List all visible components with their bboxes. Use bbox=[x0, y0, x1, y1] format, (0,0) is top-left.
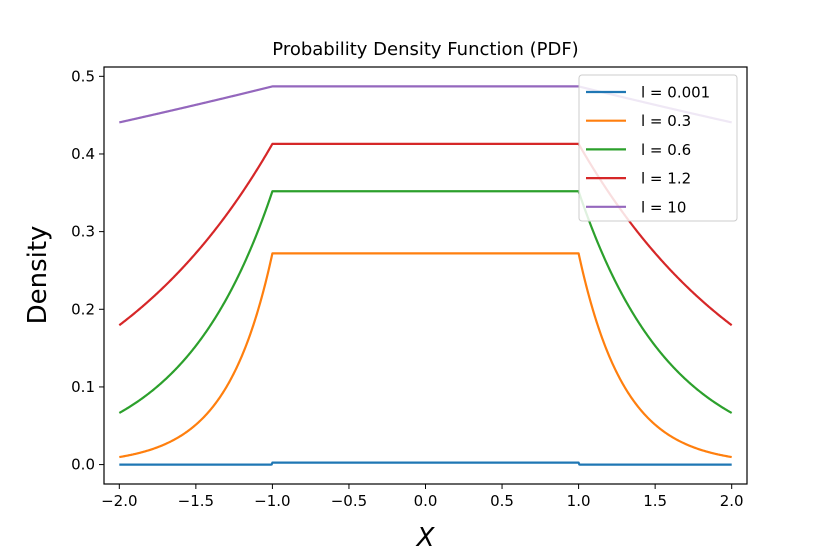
x-axis: −2.0 −1.5 −1.0 −0.5 0.0 0.5 1.0 1.5 2.0 bbox=[101, 484, 744, 510]
legend-box bbox=[578, 74, 738, 222]
x-axis-label: X bbox=[415, 523, 436, 553]
y-tick-label: 0.1 bbox=[71, 378, 95, 396]
series-layer bbox=[118, 85, 733, 466]
y-tick-label: 0.5 bbox=[71, 67, 95, 85]
series-line-3 bbox=[118, 142, 733, 327]
x-tick-label: −0.5 bbox=[331, 492, 367, 510]
x-tick-label: 0.0 bbox=[414, 492, 438, 510]
y-axis-label: Density bbox=[23, 226, 53, 325]
x-tick-label: 1.5 bbox=[643, 492, 667, 510]
legend-label-1: l = 0.3 bbox=[641, 112, 691, 130]
y-axis: 0.0 0.1 0.2 0.3 0.4 0.5 bbox=[71, 67, 104, 474]
legend-label-0: l = 0.001 bbox=[641, 84, 710, 102]
legend-label-3: l = 1.2 bbox=[641, 170, 691, 188]
series-line-2 bbox=[118, 190, 733, 414]
x-tick-label: −1.0 bbox=[254, 492, 290, 510]
y-tick-label: 0.3 bbox=[71, 223, 95, 241]
chart-title: Probability Density Function (PDF) bbox=[272, 39, 578, 60]
x-tick-label: −2.0 bbox=[101, 492, 137, 510]
x-tick-label: 0.5 bbox=[490, 492, 514, 510]
series-line-1 bbox=[118, 252, 733, 459]
x-tick-label: 1.0 bbox=[567, 492, 591, 510]
series-line-0 bbox=[118, 461, 733, 466]
legend: l = 0.001 l = 0.3 l = 0.6 l = 1.2 l = 10 bbox=[578, 74, 738, 222]
legend-label-4: l = 10 bbox=[641, 198, 686, 216]
y-tick-label: 0.2 bbox=[71, 300, 95, 318]
y-tick-label: 0.4 bbox=[71, 145, 95, 163]
x-tick-label: −1.5 bbox=[178, 492, 214, 510]
y-tick-label: 0.0 bbox=[71, 456, 95, 474]
x-tick-label: 2.0 bbox=[720, 492, 744, 510]
legend-label-2: l = 0.6 bbox=[641, 141, 691, 159]
